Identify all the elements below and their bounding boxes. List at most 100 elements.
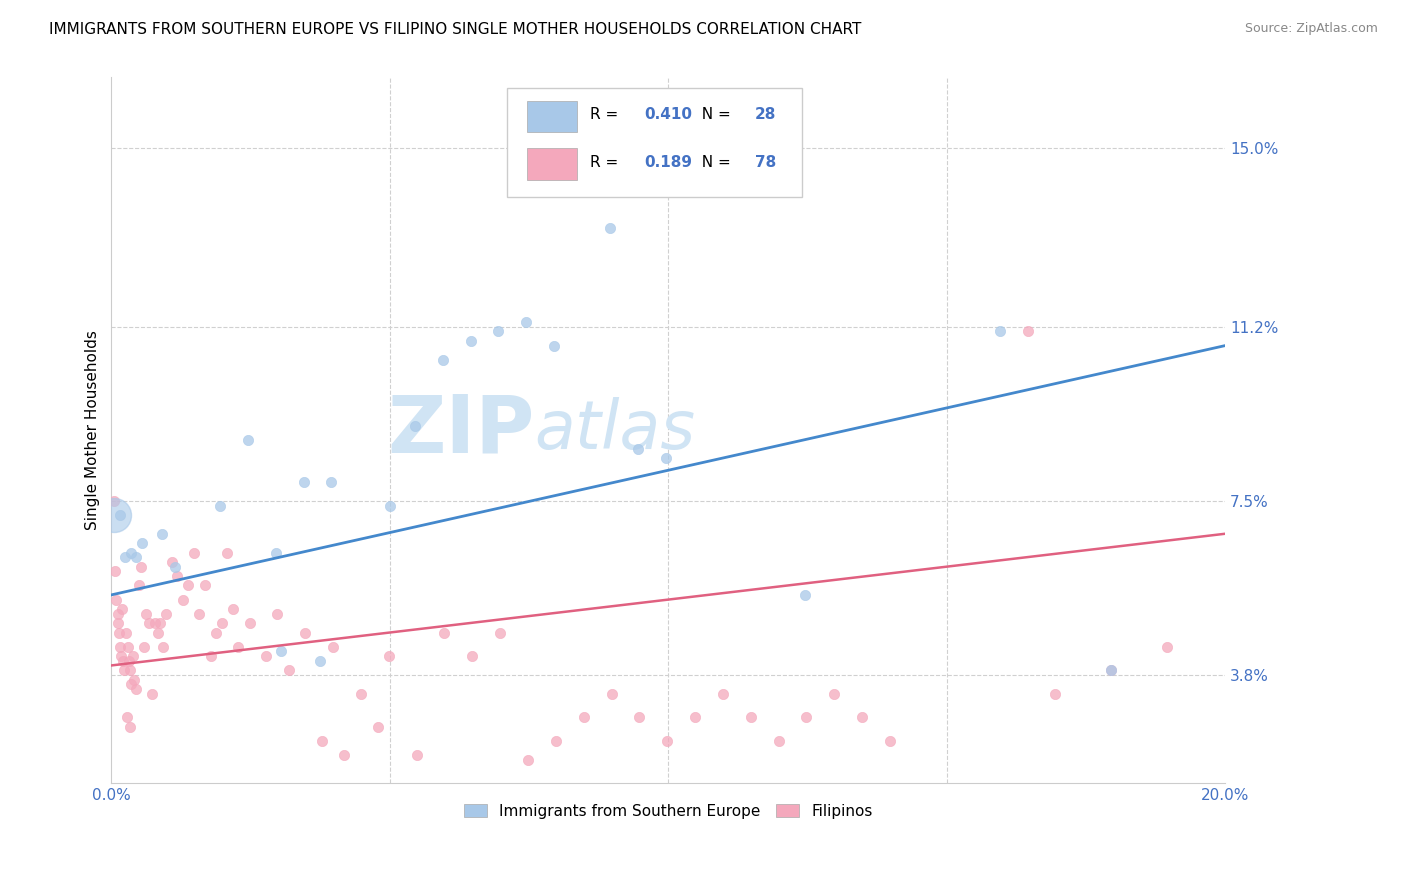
- Text: N =: N =: [692, 154, 735, 169]
- Point: [711, 687, 734, 701]
- Point: [405, 747, 427, 762]
- Point: [107, 625, 129, 640]
- Point: [311, 733, 333, 747]
- Point: [135, 607, 157, 621]
- Point: [172, 592, 194, 607]
- Point: [266, 607, 288, 621]
- Point: [138, 616, 160, 631]
- Point: [515, 315, 537, 329]
- Point: [433, 625, 456, 640]
- Point: [988, 325, 1011, 339]
- Point: [117, 640, 139, 654]
- Point: [150, 526, 173, 541]
- Point: [851, 710, 873, 724]
- Point: [768, 733, 790, 747]
- Point: [132, 640, 155, 654]
- Point: [238, 616, 260, 631]
- Point: [264, 545, 287, 559]
- Point: [141, 687, 163, 701]
- Point: [208, 499, 231, 513]
- Point: [108, 640, 131, 654]
- Point: [222, 602, 245, 616]
- Point: [228, 640, 250, 654]
- Y-axis label: Single Mother Households: Single Mother Households: [86, 330, 100, 530]
- Point: [740, 710, 762, 724]
- Point: [118, 720, 141, 734]
- Point: [217, 545, 239, 559]
- Point: [118, 663, 141, 677]
- Point: [131, 536, 153, 550]
- Point: [200, 648, 222, 663]
- Point: [115, 625, 138, 640]
- Point: [404, 418, 426, 433]
- Point: [107, 607, 129, 621]
- Point: [294, 625, 316, 640]
- Point: [211, 616, 233, 631]
- Point: [103, 493, 125, 508]
- Legend: Immigrants from Southern Europe, Filipinos: Immigrants from Southern Europe, Filipin…: [458, 797, 879, 825]
- Point: [114, 550, 136, 565]
- Point: [152, 640, 174, 654]
- Point: [879, 733, 901, 747]
- Point: [378, 648, 401, 663]
- Point: [125, 550, 148, 565]
- Point: [599, 221, 621, 235]
- Bar: [527, 148, 576, 180]
- Point: [823, 687, 845, 701]
- Point: [105, 592, 128, 607]
- Point: [108, 508, 131, 522]
- Point: [149, 616, 172, 631]
- Point: [600, 687, 623, 701]
- Point: [460, 334, 482, 348]
- Point: [128, 578, 150, 592]
- Text: ZIP: ZIP: [388, 392, 534, 469]
- Point: [1099, 663, 1122, 677]
- Point: [111, 602, 134, 616]
- Point: [321, 475, 343, 489]
- Point: [572, 710, 595, 724]
- Point: [143, 616, 166, 631]
- Point: [461, 648, 484, 663]
- Text: N =: N =: [692, 107, 735, 122]
- Point: [120, 677, 142, 691]
- Point: [793, 588, 815, 602]
- Point: [544, 733, 567, 747]
- Point: [489, 625, 512, 640]
- Text: atlas: atlas: [534, 397, 696, 463]
- Point: [129, 559, 152, 574]
- Point: [488, 325, 510, 339]
- Point: [104, 565, 127, 579]
- Text: 0.189: 0.189: [644, 154, 692, 169]
- Point: [112, 663, 135, 677]
- Text: R =: R =: [591, 154, 623, 169]
- Point: [654, 451, 676, 466]
- Point: [120, 545, 142, 559]
- Point: [177, 578, 200, 592]
- Point: [118, 654, 141, 668]
- Point: [657, 733, 679, 747]
- Text: 28: 28: [755, 107, 776, 122]
- Text: 78: 78: [755, 154, 776, 169]
- Point: [165, 559, 187, 574]
- Text: IMMIGRANTS FROM SOUTHERN EUROPE VS FILIPINO SINGLE MOTHER HOUSEHOLDS CORRELATION: IMMIGRANTS FROM SOUTHERN EUROPE VS FILIP…: [49, 22, 862, 37]
- Point: [236, 433, 259, 447]
- Point: [1017, 325, 1039, 339]
- Point: [627, 442, 650, 456]
- Point: [277, 663, 299, 677]
- Point: [1099, 663, 1122, 677]
- Point: [270, 644, 292, 658]
- FancyBboxPatch shape: [506, 88, 801, 197]
- Point: [292, 475, 315, 489]
- Point: [110, 648, 132, 663]
- Point: [107, 616, 129, 631]
- Point: [333, 747, 356, 762]
- Point: [322, 640, 344, 654]
- Point: [146, 625, 169, 640]
- Point: [378, 499, 401, 513]
- Point: [1045, 687, 1067, 701]
- Point: [166, 569, 188, 583]
- Point: [103, 508, 125, 522]
- Point: [112, 654, 135, 668]
- Point: [122, 648, 145, 663]
- Point: [115, 710, 138, 724]
